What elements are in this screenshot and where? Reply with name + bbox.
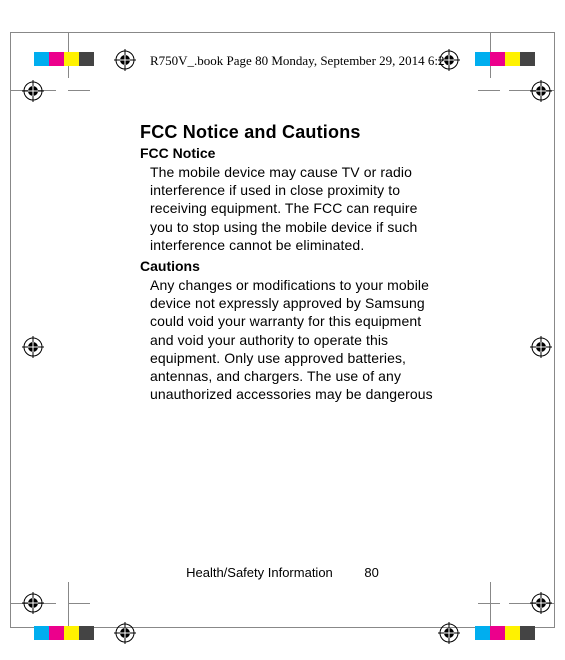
- crop-line: [68, 582, 69, 628]
- registration-mark-icon: [438, 622, 460, 644]
- footer-section: Health/Safety Information: [186, 565, 333, 580]
- paragraph: The mobile device may cause TV or radio …: [150, 163, 440, 254]
- crop-line: [68, 603, 90, 604]
- registration-mark-icon: [114, 49, 136, 71]
- page-number: 80: [364, 565, 378, 580]
- page-footer: Health/Safety Information 80: [0, 565, 565, 580]
- crop-line: [68, 90, 90, 91]
- color-bar: [34, 626, 94, 640]
- registration-mark-icon: [530, 592, 552, 614]
- registration-mark-icon: [22, 592, 44, 614]
- registration-mark-icon: [530, 336, 552, 358]
- section-title: FCC Notice and Cautions: [140, 122, 440, 143]
- registration-mark-icon: [22, 336, 44, 358]
- crop-line: [478, 90, 500, 91]
- paragraph: Any changes or modifications to your mob…: [150, 276, 440, 403]
- subheading-cautions: Cautions: [140, 258, 440, 274]
- crop-line: [490, 582, 491, 628]
- content-block: FCC Notice and Cautions FCC Notice The m…: [140, 122, 440, 403]
- registration-mark-icon: [438, 49, 460, 71]
- color-bar: [475, 626, 535, 640]
- registration-mark-icon: [22, 80, 44, 102]
- header-filename: R750V_.book Page 80 Monday, September 29…: [150, 53, 451, 69]
- crop-line: [478, 603, 500, 604]
- registration-mark-icon: [530, 80, 552, 102]
- color-bar: [475, 52, 535, 66]
- color-bar: [34, 52, 94, 66]
- subheading-fcc-notice: FCC Notice: [140, 145, 440, 161]
- registration-mark-icon: [114, 622, 136, 644]
